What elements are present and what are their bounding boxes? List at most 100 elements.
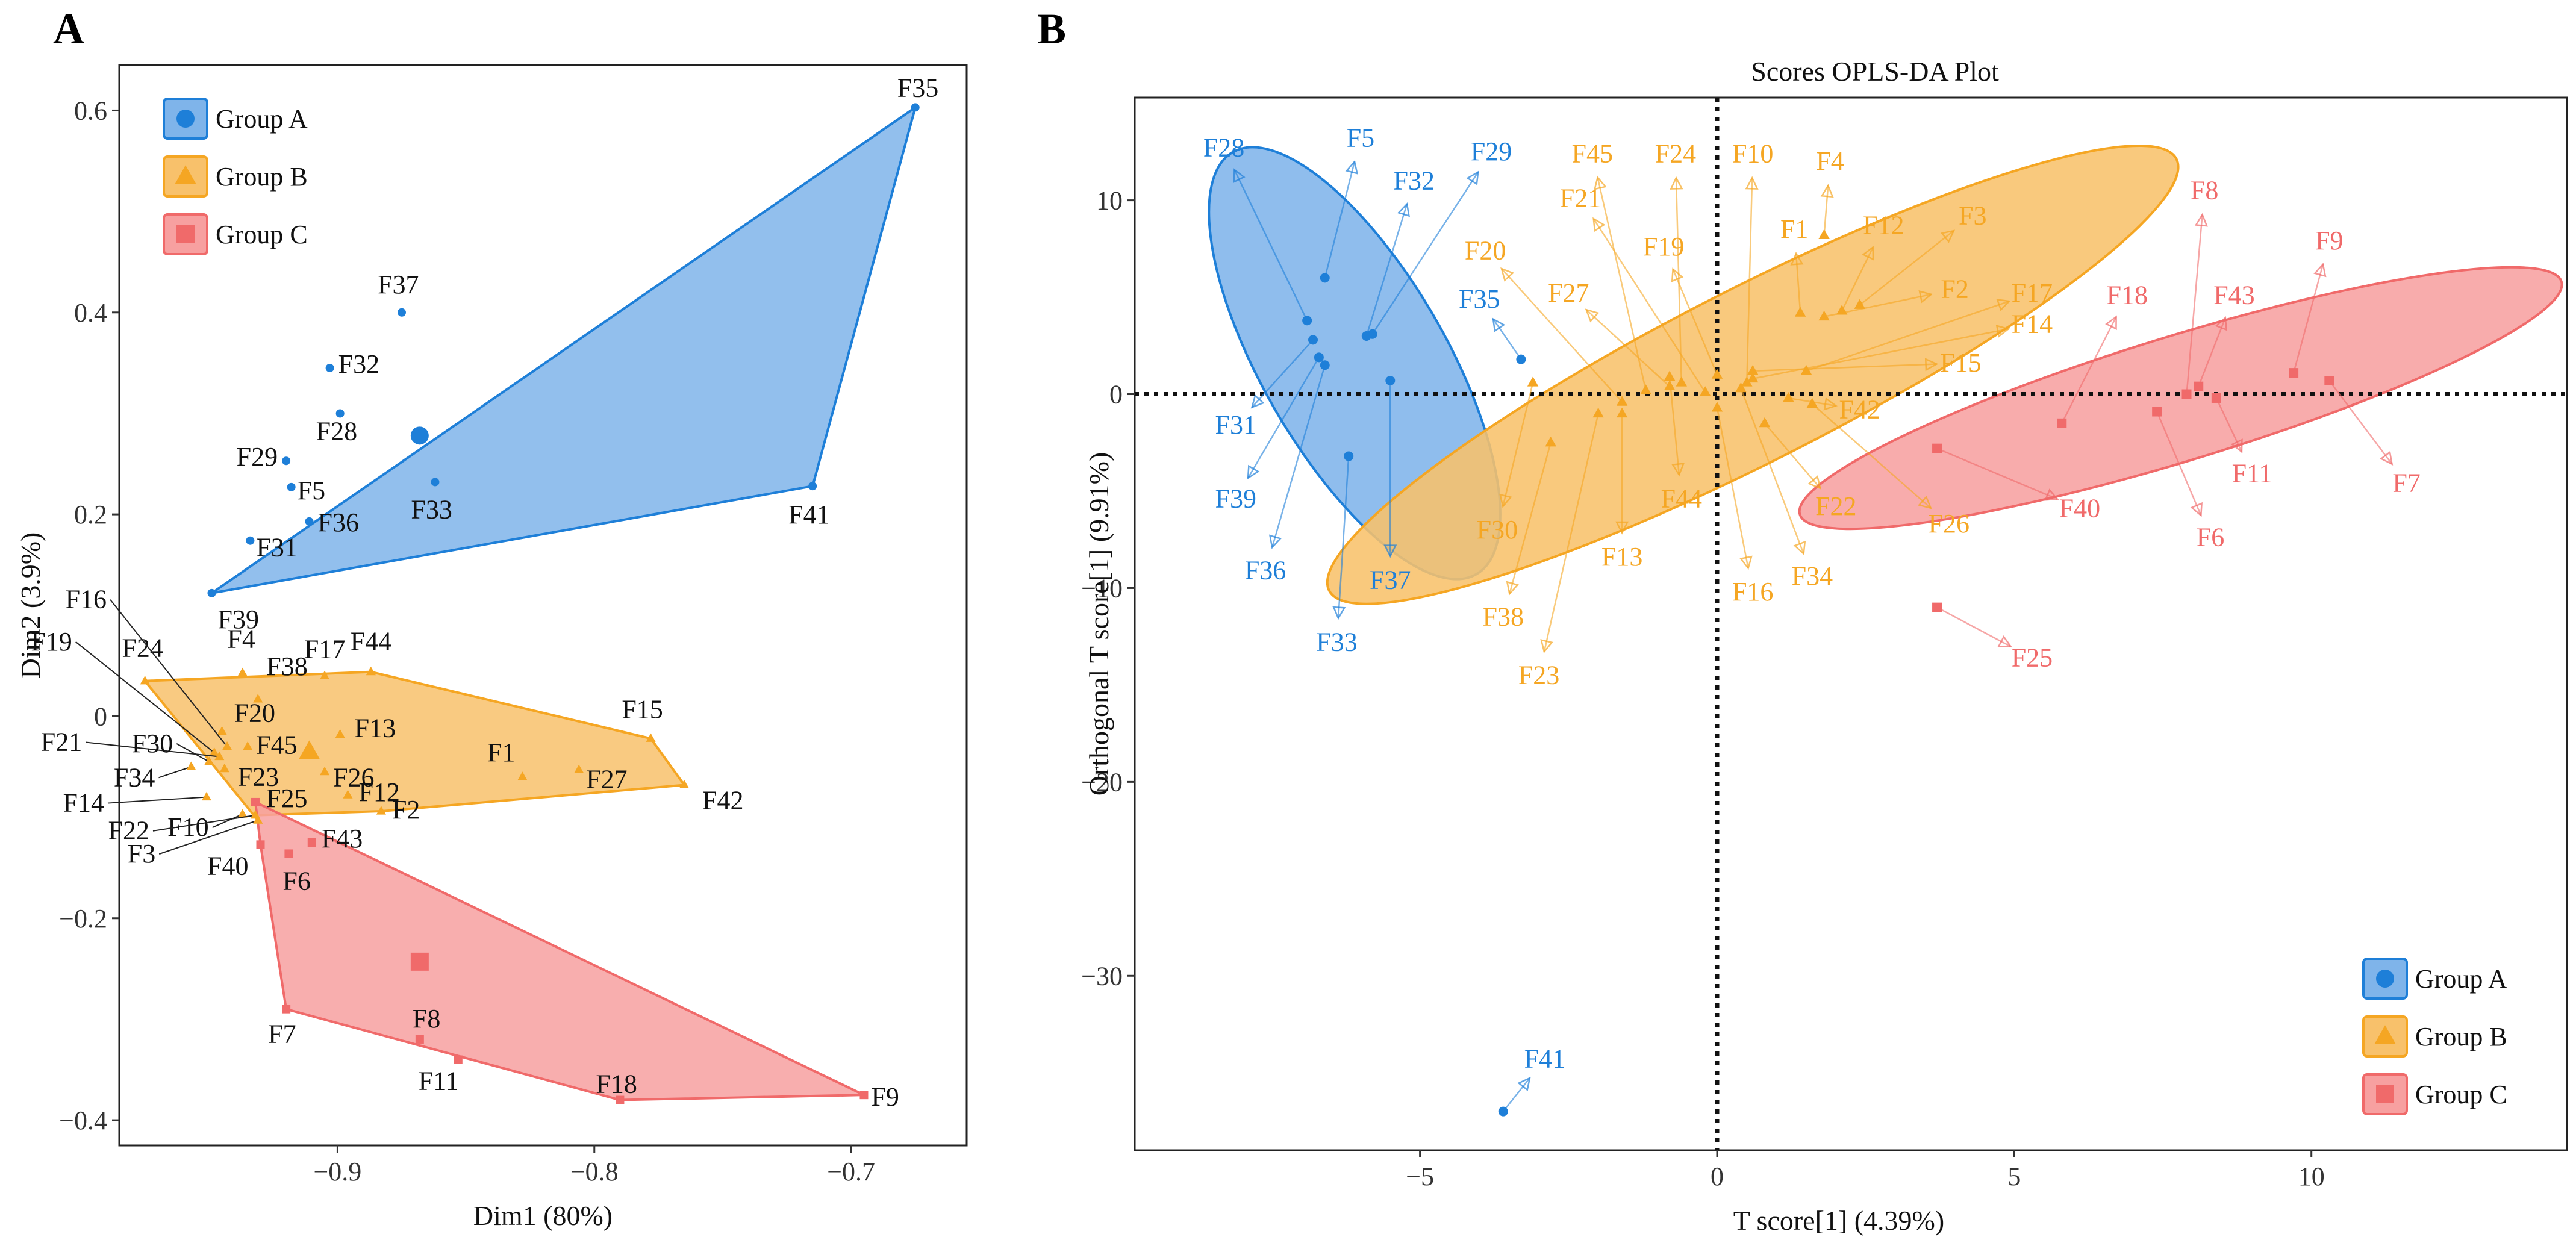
arrow-head-icon: [1790, 252, 1804, 266]
point-f15: [646, 733, 656, 742]
point-label: F44: [1661, 484, 1702, 513]
x-tick-label: −0.7: [827, 1157, 875, 1186]
point-f24: [140, 675, 150, 685]
point-f38: [1545, 437, 1556, 447]
point-label: F3: [1959, 201, 1986, 230]
loading-arrow-line: [1812, 403, 1932, 509]
arrow-head-icon: [1670, 176, 1683, 190]
loading-arrow-line: [1746, 178, 1753, 383]
point-f43: [307, 838, 316, 847]
loading-arrow-line: [1859, 230, 1954, 306]
loading-arrow-line: [1752, 328, 2009, 380]
point-label: F20: [234, 699, 275, 728]
point-f23: [1592, 407, 1604, 418]
point-label: F19: [31, 627, 72, 656]
loading-arrow-line: [2198, 317, 2227, 387]
arrow-head-icon: [1592, 217, 1606, 232]
point-f19: [209, 747, 219, 756]
point-f11: [454, 1055, 463, 1064]
loading-arrow-line: [1824, 293, 1932, 317]
point-f32: [325, 363, 334, 372]
point-f25: [1932, 602, 1942, 612]
point-f16: [1711, 402, 1723, 412]
point-f9: [2289, 368, 2299, 378]
point-label: F40: [2059, 493, 2100, 523]
point-f6: [284, 849, 293, 858]
point-label: F2: [392, 795, 420, 824]
x-tick-label: 5: [2007, 1162, 2021, 1191]
point-f14: [201, 791, 212, 801]
loading-arrow-line: [1753, 363, 1937, 372]
point-f23: [219, 763, 229, 773]
y-axis-title: Orthogonal T score[1] (9.91%): [1084, 452, 1114, 796]
point-label: F29: [1471, 137, 1512, 166]
loading-arrow-line: [1841, 246, 1874, 311]
legend-label-c: Group C: [216, 220, 308, 249]
point-f28: [1302, 316, 1312, 326]
point-label: F27: [586, 764, 627, 794]
label-leader-line: [110, 599, 228, 747]
point-f37: [1385, 375, 1396, 385]
point-f38: [253, 694, 263, 703]
point-label: F5: [1347, 123, 1374, 153]
loading-arrow-line: [2292, 264, 2324, 373]
y-tick-label: 0: [1109, 380, 1123, 410]
point-label: F28: [1203, 133, 1244, 163]
point-label: F14: [63, 788, 104, 818]
point-f39: [207, 588, 216, 597]
loading-arrow-line: [1597, 177, 1647, 391]
point-label: F1: [487, 738, 515, 767]
point-f34: [186, 761, 196, 770]
point-f6: [2152, 407, 2162, 417]
point-f18: [616, 1095, 625, 1104]
loading-arrow-line: [1668, 376, 1680, 475]
loading-arrow-line: [2186, 214, 2203, 394]
arrow-head-icon: [1345, 160, 1358, 175]
point-f2: [376, 806, 386, 815]
y-tick-label: 0.4: [74, 298, 107, 328]
point-label: F15: [1940, 348, 1981, 378]
point-label: F16: [66, 585, 107, 614]
point-f36: [305, 517, 314, 526]
point-label: F29: [237, 442, 278, 472]
label-leader-line: [86, 741, 220, 758]
point-label: F8: [2191, 176, 2218, 205]
label-leader-line: [158, 766, 192, 779]
point-f28: [335, 409, 345, 418]
point-label: F1: [1780, 214, 1808, 244]
point-f3: [1854, 299, 1866, 309]
x-tick-label: 10: [2298, 1162, 2325, 1191]
legend-triangle-icon: [2374, 1025, 2396, 1044]
y-tick-label: −30: [1081, 961, 1123, 991]
point-label: F8: [413, 1004, 440, 1033]
arrow-head-icon: [1500, 267, 1515, 282]
loading-arrow-line: [1233, 169, 1308, 321]
loading-arrow-line: [1806, 300, 2010, 372]
group-a-hull: [211, 104, 918, 594]
point-f20: [217, 726, 227, 735]
point-f20: [1616, 396, 1628, 406]
point-label: F34: [114, 762, 155, 792]
point-f4: [237, 667, 248, 676]
point-f33: [431, 478, 440, 487]
point-label: F14: [2012, 310, 2053, 339]
loading-arrow-line: [1509, 442, 1552, 594]
point-label: F7: [268, 1020, 296, 1049]
point-label: F19: [1643, 232, 1684, 261]
y-tick-label: 0.6: [74, 96, 107, 125]
point-label: F4: [1816, 146, 1844, 176]
point-label: F39: [217, 605, 258, 634]
loading-arrow-line: [1675, 178, 1683, 383]
point-f1: [517, 771, 528, 780]
point-label: F30: [132, 729, 173, 758]
label-leader-line: [212, 814, 243, 828]
point-f15: [1747, 364, 1759, 375]
x-tick-label: −0.9: [313, 1157, 361, 1186]
point-f17: [1800, 364, 1812, 375]
loading-arrow-line: [1501, 268, 1623, 403]
point-label: F38: [266, 652, 307, 681]
arrow-head-icon: [1739, 555, 1753, 570]
arrow-head-icon: [1233, 168, 1246, 183]
point-label: F40: [207, 851, 248, 880]
point-f7: [282, 1005, 291, 1014]
